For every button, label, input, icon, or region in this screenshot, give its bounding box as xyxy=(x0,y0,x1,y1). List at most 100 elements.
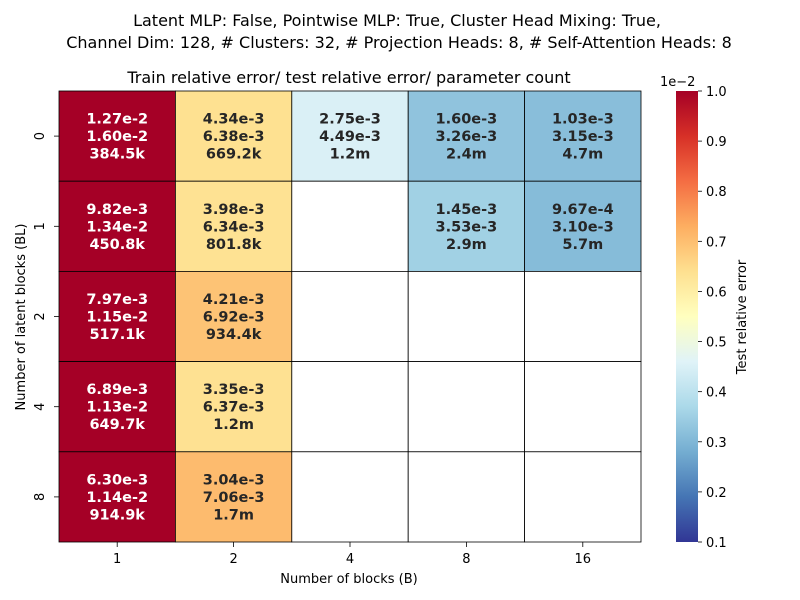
cell-test-error: 6.34e-3 xyxy=(203,219,265,235)
cell-train-error: 6.30e-3 xyxy=(86,472,148,488)
cell-param-count: 5.7m xyxy=(562,237,603,253)
cell-train-error: 4.34e-3 xyxy=(203,112,265,128)
cell-test-error: 6.38e-3 xyxy=(203,129,265,145)
cell-param-count: 450.8k xyxy=(89,237,145,253)
heatmap-cell xyxy=(174,451,293,543)
heatmap-cell xyxy=(524,451,642,543)
cell-param-count: 4.7m xyxy=(562,147,603,163)
y-tick-label: 4 xyxy=(33,403,48,411)
heatmap-cell xyxy=(524,90,642,182)
heatmap-cell xyxy=(524,270,642,362)
colorbar-tick-label: 0.1 xyxy=(706,536,727,551)
cell-test-error: 1.13e-2 xyxy=(86,400,148,416)
cell-train-error: 6.89e-3 xyxy=(86,382,148,398)
colorbar-tick-label: 0.2 xyxy=(706,486,727,501)
y-axis-ticks: 0 1 2 4 8 xyxy=(33,132,59,501)
cell-test-error: 4.49e-3 xyxy=(319,129,381,145)
heatmap-cell xyxy=(407,90,526,182)
cell-test-error: 6.37e-3 xyxy=(203,400,265,416)
colorbar-tick-label: 0.9 xyxy=(706,135,727,150)
heatmap-cell xyxy=(291,270,409,362)
cell-param-count: 914.9k xyxy=(89,507,145,523)
heatmap-cells: 1.27e-21.60e-2 384.5k 4.34e-36.38e-3 669.2k… xyxy=(58,90,642,543)
heatmap-cell xyxy=(58,90,176,182)
y-tick-label: 0 xyxy=(33,132,48,140)
y-tick-label: 2 xyxy=(33,312,48,320)
colorbar-tick-label: 0.8 xyxy=(706,185,727,200)
cell-train-error: 3.98e-3 xyxy=(203,202,265,218)
cell-test-error: 1.14e-2 xyxy=(86,490,148,506)
colorbar-tick-label: 0.7 xyxy=(706,235,727,250)
heatmap-cell xyxy=(291,361,409,453)
colorbar-tick-label: 0.4 xyxy=(706,386,727,401)
cell-param-count: 517.1k xyxy=(89,327,145,343)
x-axis-ticks: 1 2 4 8 16 xyxy=(113,542,591,567)
cell-train-error: 3.04e-3 xyxy=(203,472,265,488)
cell-param-count: 2.4m xyxy=(446,147,487,163)
colorbar-tick-label: 0.6 xyxy=(706,285,727,300)
x-tick-label: 8 xyxy=(462,552,470,567)
cell-test-error: 3.15e-3 xyxy=(552,129,614,145)
x-tick-label: 4 xyxy=(346,552,354,567)
cell-train-error: 7.97e-3 xyxy=(86,292,148,308)
cell-param-count: 1.7m xyxy=(213,507,254,523)
chart-title: Train relative error/ test relative erro… xyxy=(126,68,570,87)
cell-test-error: 1.34e-2 xyxy=(86,219,148,235)
heatmap-cell xyxy=(407,361,526,453)
cell-train-error: 3.35e-3 xyxy=(203,382,265,398)
colorbar-multiplier: 1e−2 xyxy=(660,75,695,90)
cell-param-count: 1.2m xyxy=(330,147,371,163)
cell-param-count: 649.7k xyxy=(89,417,145,433)
heatmap-cell xyxy=(58,361,176,453)
cell-param-count: 669.2k xyxy=(206,147,262,163)
cell-train-error: 9.82e-3 xyxy=(86,202,148,218)
heatmap-cell xyxy=(174,361,293,453)
cell-param-count: 384.5k xyxy=(89,147,145,163)
heatmap-cell xyxy=(407,270,526,362)
x-tick-label: 2 xyxy=(229,552,237,567)
heatmap-cell xyxy=(174,90,293,182)
cell-test-error: 7.06e-3 xyxy=(203,490,265,506)
heatmap-cell xyxy=(58,180,176,272)
cell-test-error: 1.60e-2 xyxy=(86,129,148,145)
heatmap-cell xyxy=(58,451,176,543)
colorbar-tick-label: 0.5 xyxy=(706,336,727,351)
heatmap-cell xyxy=(407,451,526,543)
x-axis-label: Number of blocks (B) xyxy=(280,572,417,587)
y-axis-label: Number of latent blocks (BL) xyxy=(14,224,29,411)
heatmap-cell xyxy=(291,180,409,272)
cell-train-error: 1.45e-3 xyxy=(436,202,498,218)
cell-test-error: 3.53e-3 xyxy=(436,219,498,235)
heatmap-cell xyxy=(291,451,409,543)
cell-train-error: 2.75e-3 xyxy=(319,112,381,128)
heatmap-cell xyxy=(407,180,526,272)
colorbar-ticks: 0.1 0.2 0.3 0.4 0.5 0.6 0.7 0.8 0.9 1.0 xyxy=(698,85,727,551)
cell-train-error: 1.03e-3 xyxy=(552,112,614,128)
heatmap-cell xyxy=(58,270,176,362)
heatmap-cell xyxy=(291,90,409,182)
suptitle-line-2: Channel Dim: 128, # Clusters: 32, # Proj… xyxy=(66,33,732,52)
cell-train-error: 9.67e-4 xyxy=(552,202,614,218)
y-tick-label: 1 xyxy=(33,222,48,230)
colorbar-label: Test relative error xyxy=(735,259,750,375)
x-tick-label: 16 xyxy=(575,552,592,567)
cell-param-count: 2.9m xyxy=(446,237,487,253)
cell-train-error: 1.27e-2 xyxy=(86,112,148,128)
y-tick-label: 8 xyxy=(33,493,48,501)
heatmap-cell xyxy=(524,361,642,453)
cell-param-count: 1.2m xyxy=(213,417,254,433)
cell-test-error: 6.92e-3 xyxy=(203,310,265,326)
suptitle-line-1: Latent MLP: False, Pointwise MLP: True, … xyxy=(133,11,661,30)
x-tick-label: 1 xyxy=(113,552,121,567)
colorbar-tick-label: 0.3 xyxy=(706,436,727,451)
cell-test-error: 3.10e-3 xyxy=(552,219,614,235)
colorbar-tick-label: 1.0 xyxy=(706,85,727,100)
cell-train-error: 1.60e-3 xyxy=(436,112,498,128)
cell-test-error: 1.15e-2 xyxy=(86,310,148,326)
cell-param-count: 934.4k xyxy=(206,327,262,343)
colorbar xyxy=(676,91,698,542)
cell-test-error: 3.26e-3 xyxy=(436,129,498,145)
cell-train-error: 4.21e-3 xyxy=(203,292,265,308)
cell-param-count: 801.8k xyxy=(206,237,262,253)
